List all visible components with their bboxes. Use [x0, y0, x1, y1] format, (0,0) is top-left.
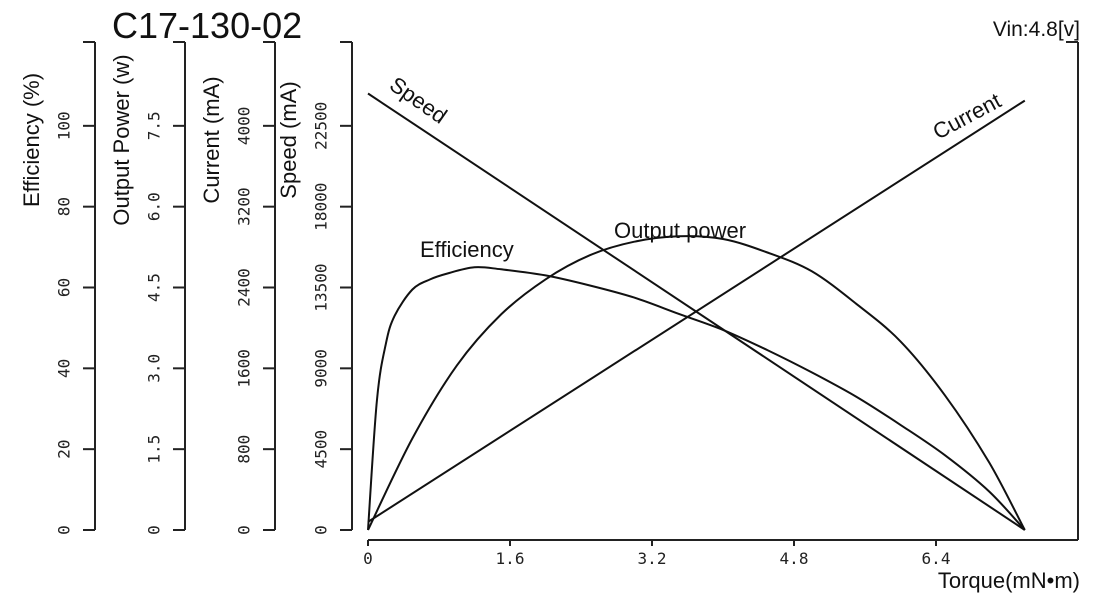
speed-axis: 0 4500 9000 13500 18000 22500 Speed (mA)	[276, 41, 353, 535]
x-tick-label: 1.6	[496, 549, 525, 568]
current-axis-label: Current (mA)	[199, 76, 224, 203]
power-tick-label: 4.5	[145, 273, 164, 302]
efficiency-tick-label: 40	[55, 359, 74, 378]
curves-group	[367, 92, 1026, 531]
current-tick-label: 3200	[235, 187, 254, 226]
speed-curve-label: Speed	[385, 72, 451, 129]
current-tick-label: 0	[235, 525, 254, 535]
current-curve	[367, 99, 1026, 523]
power-tick-label: 6.0	[145, 192, 164, 221]
power-tick-label: 0	[145, 525, 164, 535]
speed-tick-label: 18000	[312, 183, 331, 231]
speed-tick-label: 13500	[312, 263, 331, 311]
efficiency-tick-label: 0	[55, 525, 74, 535]
current-tick-label: 1600	[235, 349, 254, 388]
axes-group: 0 20 40 60 80 100 Efficiency (%) 0 1.5 3.0 4.5 6.0 7…	[19, 41, 1079, 568]
efficiency-axis: 0 20 40 60 80 100 Efficiency (%)	[19, 41, 96, 535]
speed-tick-label: 4500	[312, 430, 331, 469]
efficiency-tick-label: 100	[55, 111, 74, 140]
current-tick-label: 2400	[235, 268, 254, 307]
x-tick-label: 6.4	[922, 549, 951, 568]
power-tick-label: 7.5	[145, 111, 164, 140]
speed-tick-label: 0	[312, 525, 331, 535]
efficiency-tick-label: 20	[55, 440, 74, 459]
efficiency-curve	[367, 266, 1026, 531]
current-curve-label: Current	[929, 88, 1006, 145]
x-tick-label: 3.2	[638, 549, 667, 568]
chart-title: C17-130-02	[112, 5, 302, 46]
power-tick-label: 1.5	[145, 435, 164, 464]
x-tick-label: 0	[363, 549, 373, 568]
power-tick-label: 3.0	[145, 354, 164, 383]
power-curve-label: Output power	[614, 218, 746, 243]
plot-frame: 0 1.6 3.2 4.8 6.4	[363, 41, 1079, 568]
x-tick-label: 4.8	[780, 549, 809, 568]
power-axis-label: Output Power (w)	[109, 54, 134, 225]
current-tick-label: 800	[235, 435, 254, 464]
efficiency-tick-label: 80	[55, 197, 74, 216]
speed-axis-label: Speed (mA)	[276, 81, 301, 198]
power-axis: 0 1.5 3.0 4.5 6.0 7.5 Output Power (w)	[109, 41, 186, 535]
efficiency-tick-label: 60	[55, 278, 74, 297]
speed-tick-label: 22500	[312, 102, 331, 150]
speed-tick-label: 9000	[312, 349, 331, 388]
power-curve	[367, 235, 1026, 531]
efficiency-curve-label: Efficiency	[420, 237, 514, 262]
efficiency-axis-label: Efficiency (%)	[19, 73, 44, 207]
x-axis-label: Torque(mN•m)	[938, 568, 1080, 593]
voltage-label: Vin:4.8[v]	[993, 18, 1080, 41]
current-axis: 0 800 1600 2400 3200 4000 Current (mA)	[199, 41, 276, 535]
current-tick-label: 4000	[235, 107, 254, 146]
